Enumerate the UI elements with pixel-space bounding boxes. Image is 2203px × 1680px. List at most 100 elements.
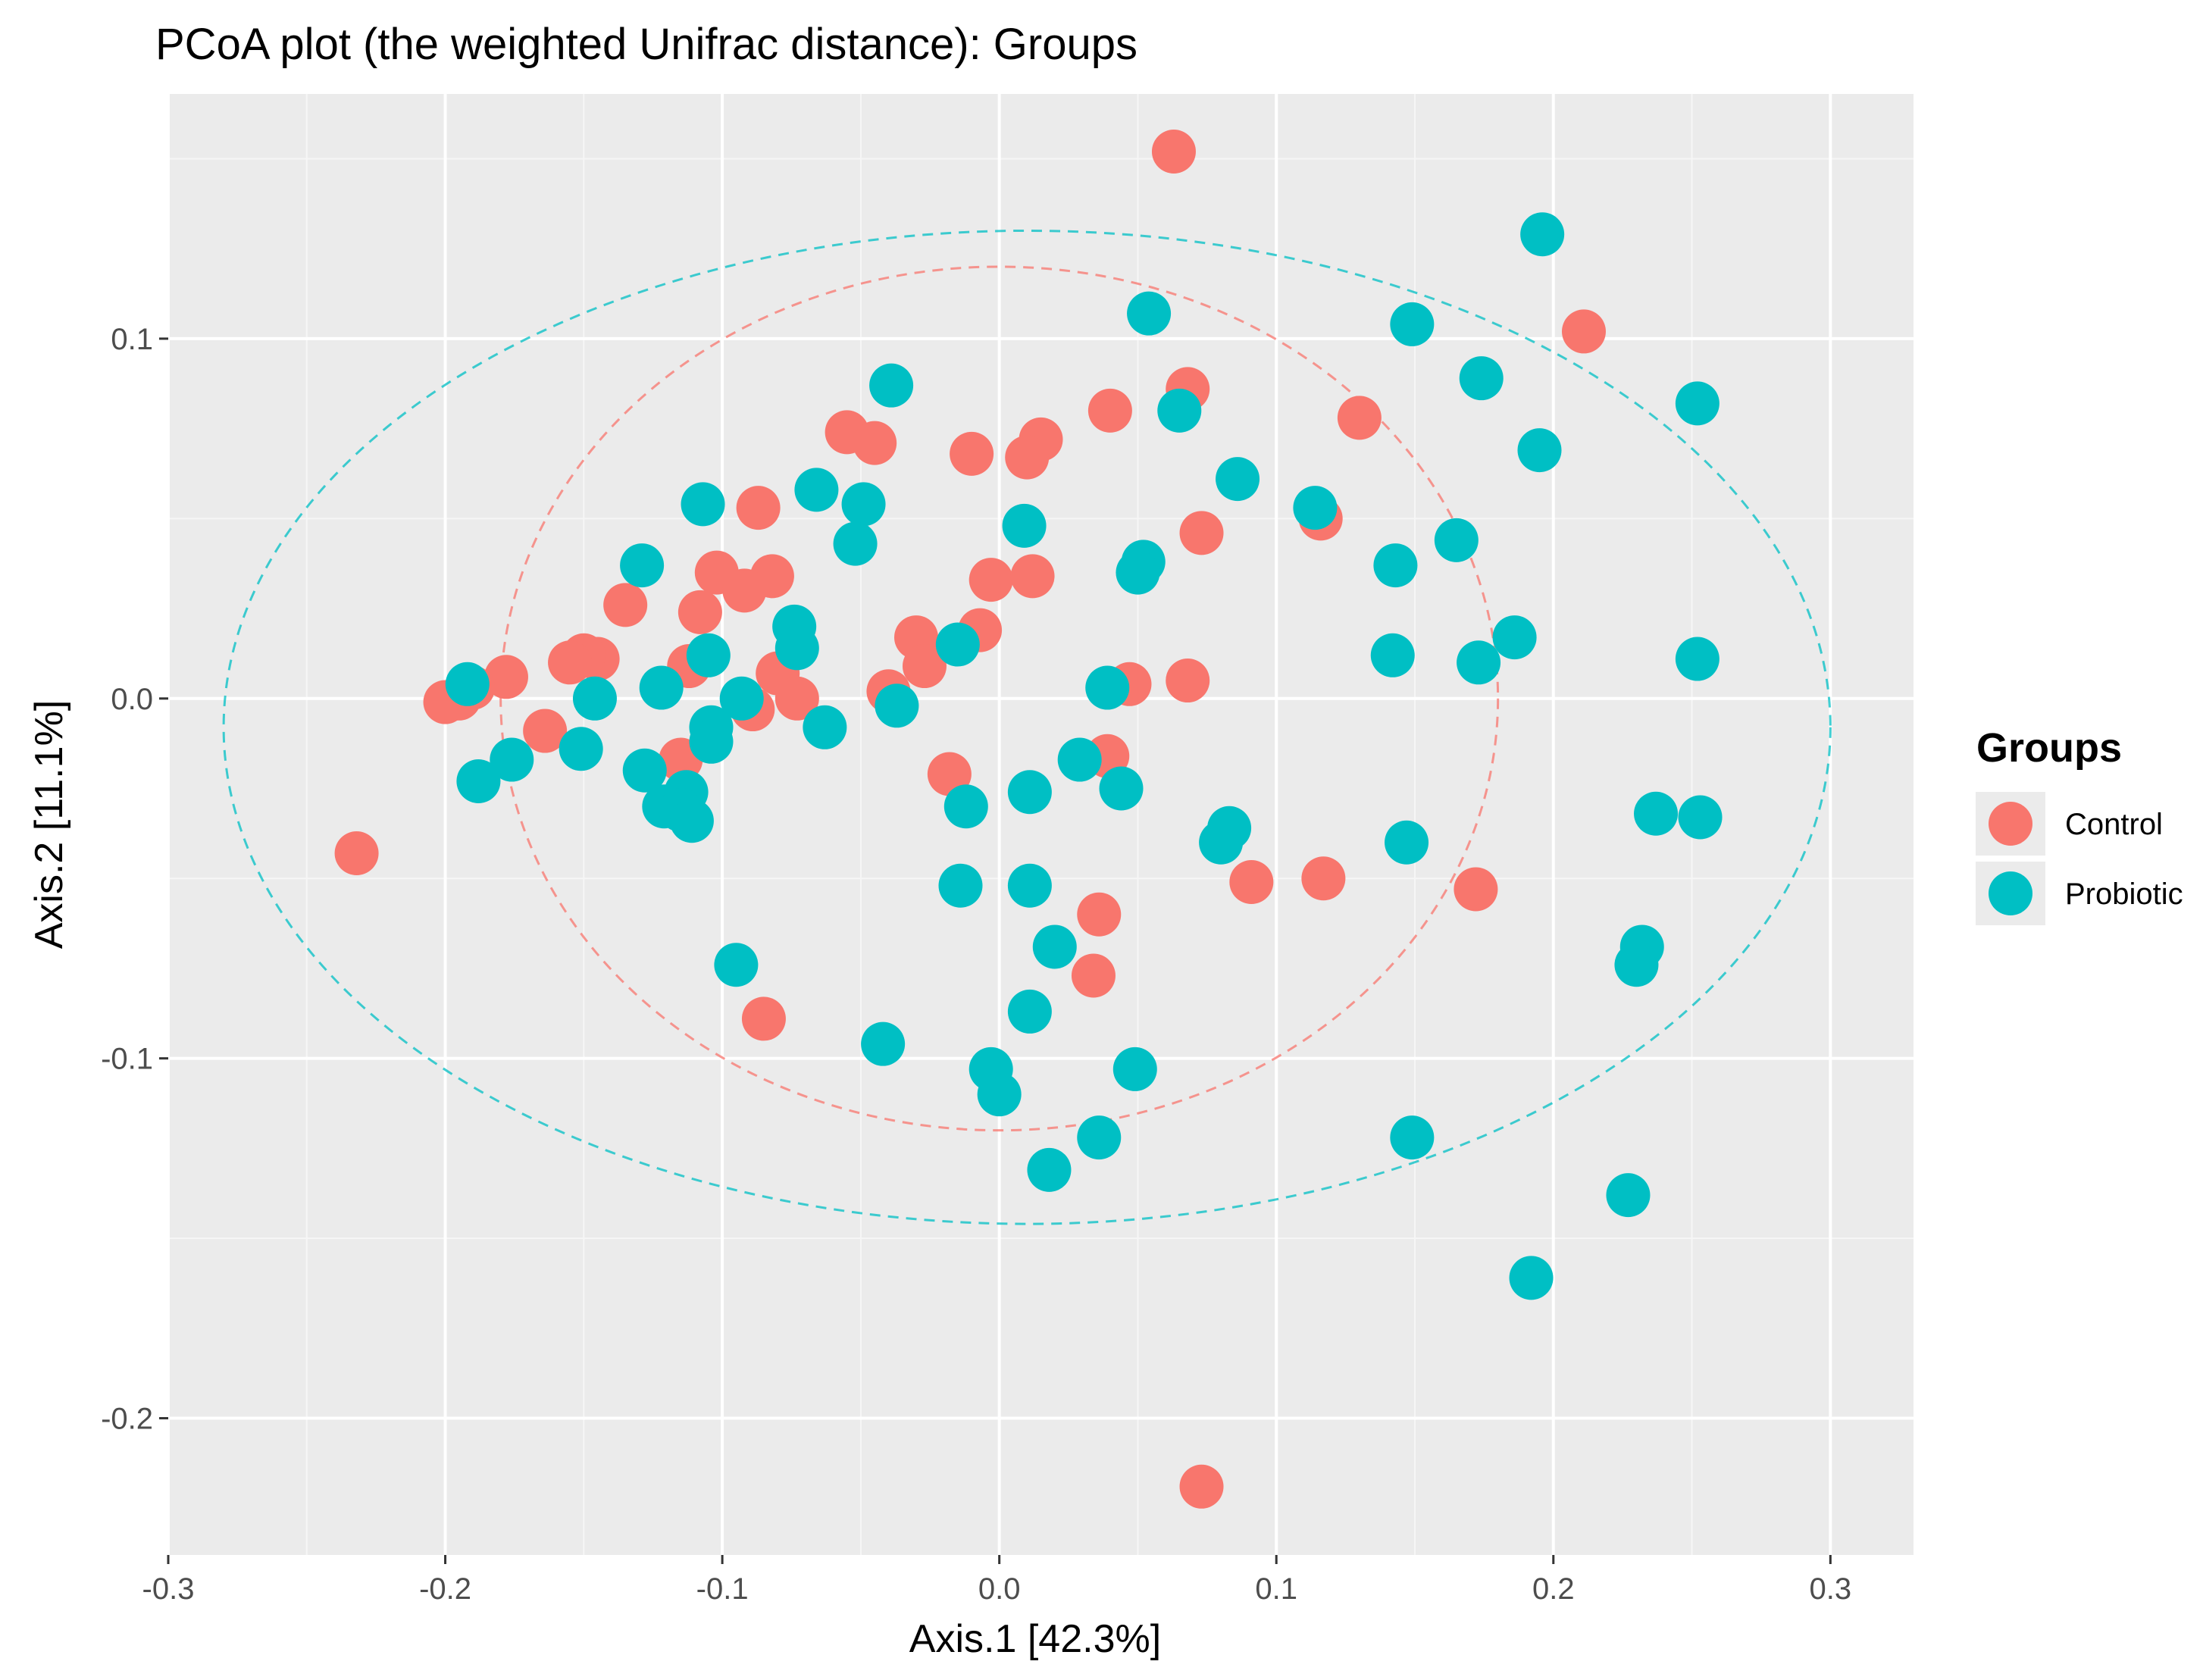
x-tick-label: 0.3 (1810, 1572, 1852, 1606)
probiotic-point (1434, 518, 1479, 562)
y-tick-label: -0.2 (101, 1403, 153, 1436)
probiotic-point (1606, 1173, 1651, 1218)
x-tick-label: 0.0 (978, 1572, 1021, 1606)
probiotic-point (1634, 791, 1679, 836)
legend-items: Control Probiotic (1976, 792, 2183, 925)
probiotic-point (841, 482, 886, 527)
control-point (1301, 856, 1346, 901)
x-tick-label: -0.1 (696, 1572, 749, 1606)
probiotic-point (1678, 795, 1723, 840)
control-point (927, 752, 972, 796)
probiotic-point (1385, 820, 1429, 865)
control-point (1179, 1464, 1224, 1509)
probiotic-point (572, 676, 617, 721)
probiotic-point (1007, 989, 1052, 1034)
probiotic-point (1027, 1147, 1072, 1192)
probiotic-point (620, 543, 665, 588)
probiotic-point (833, 521, 878, 566)
probiotic-point (1007, 770, 1052, 815)
probiotic-point (669, 799, 714, 843)
legend-label-probiotic: Probiotic (2065, 878, 2183, 911)
x-tick-label: -0.3 (142, 1572, 195, 1606)
probiotic-point (714, 943, 759, 987)
probiotic-point (875, 684, 919, 728)
grid-lines (167, 94, 1914, 1555)
y-tick-label: 0.1 (111, 323, 153, 356)
control-point (677, 590, 722, 634)
probiotic-point (1002, 503, 1047, 548)
probiotic-point (1373, 543, 1418, 588)
control-point (1229, 859, 1274, 904)
probiotic-point (1390, 1115, 1435, 1160)
probiotic-point (861, 1021, 906, 1066)
probiotic-point (559, 727, 603, 771)
control-point (523, 709, 568, 753)
y-tick-label: 0.0 (111, 683, 153, 716)
control-point (1151, 129, 1196, 174)
control-point (969, 558, 1013, 602)
probiotic-point (490, 737, 534, 782)
probiotic-point (1057, 737, 1102, 782)
probiotic-point (1390, 302, 1435, 346)
probiotic-point (1293, 486, 1338, 530)
control-point (1166, 659, 1210, 703)
control-point (603, 583, 648, 627)
legend-key-probiotic (1989, 871, 2032, 915)
probiotic-point (689, 719, 734, 764)
probiotic-point (1157, 388, 1202, 433)
probiotic-point (794, 468, 839, 512)
control-point (774, 676, 819, 721)
probiotic-point (938, 863, 983, 908)
control-point (902, 644, 947, 689)
control-point (1077, 892, 1122, 937)
probiotic-ellipse (222, 229, 1832, 1225)
control-point (741, 996, 786, 1041)
probiotic-point (681, 482, 725, 527)
probiotic-point (1032, 924, 1077, 969)
x-tick-label: -0.2 (419, 1572, 471, 1606)
probiotic-point (445, 662, 490, 706)
probiotic-point (1077, 1115, 1122, 1160)
probiotic-point (1116, 550, 1160, 595)
control-point (1337, 396, 1382, 440)
probiotic-point (1199, 820, 1244, 865)
probiotic-point (1675, 637, 1720, 681)
y-axis-title: Axis.2 [11.1%] (27, 700, 71, 949)
x-tick-label: 0.1 (1255, 1572, 1297, 1606)
probiotic-point (774, 626, 819, 671)
control-point (483, 655, 528, 699)
confidence-ellipses (222, 229, 1832, 1225)
control-point (1179, 511, 1224, 555)
control-point (334, 831, 379, 875)
data-points (334, 129, 1723, 1509)
control-point (722, 568, 767, 613)
probiotic-point (1492, 615, 1537, 660)
probiotic-point (869, 363, 914, 408)
x-axis-title: Axis.1 [42.3%] (909, 1617, 1161, 1661)
probiotic-point (943, 784, 988, 829)
chart-title: PCoA plot (the weighted Unifrac distance… (155, 20, 1137, 69)
legend-label-control: Control (2065, 808, 2163, 841)
control-point (736, 486, 781, 530)
control-point (1005, 435, 1050, 480)
probiotic-point (639, 665, 684, 710)
probiotic-point (803, 705, 847, 749)
y-tick-label: -0.1 (101, 1043, 153, 1076)
legend: Groups Control Probiotic (1976, 725, 2183, 925)
probiotic-point (935, 622, 980, 667)
probiotic-point (622, 748, 667, 793)
control-point (1010, 554, 1055, 599)
control-point (1561, 309, 1606, 354)
probiotic-point (1614, 943, 1659, 987)
probiotic-point (1216, 457, 1260, 502)
probiotic-point (719, 676, 764, 721)
axes: -0.3 -0.2 -0.1 0.0 0.1 0.2 0.3 -0.2 -0.1 0.0 0.1 (101, 323, 1851, 1606)
probiotic-point (1520, 212, 1565, 257)
control-point (1454, 867, 1498, 912)
control-point (548, 640, 593, 685)
probiotic-point (1459, 356, 1504, 401)
probiotic-point (1085, 665, 1130, 710)
probiotic-point (1112, 1046, 1157, 1091)
